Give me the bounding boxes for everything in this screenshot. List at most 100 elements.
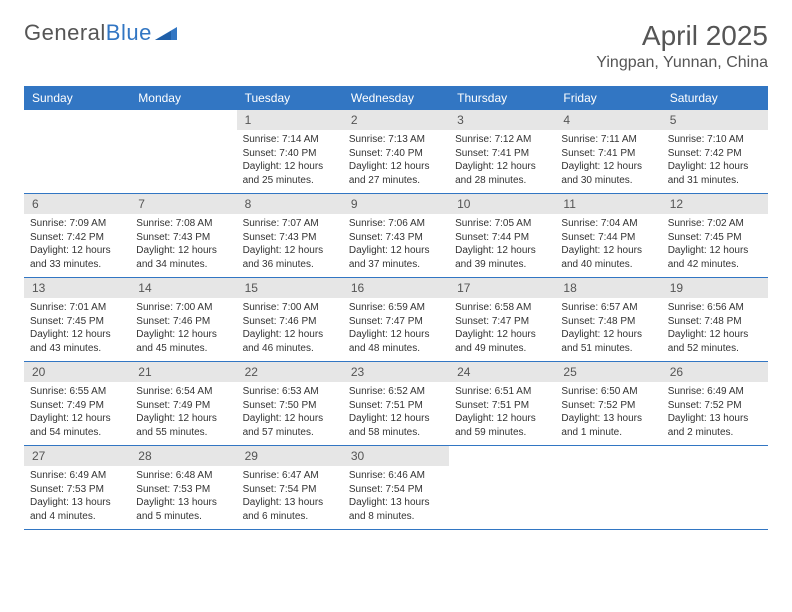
day-number: 6 (24, 194, 130, 214)
sunset-text: Sunset: 7:43 PM (136, 231, 230, 245)
sunset-text: Sunset: 7:49 PM (30, 399, 124, 413)
day-details: Sunrise: 6:47 AMSunset: 7:54 PMDaylight:… (237, 466, 343, 523)
weekday-header: Friday (555, 86, 661, 110)
calendar-day: 19Sunrise: 6:56 AMSunset: 7:48 PMDayligh… (662, 278, 768, 361)
daylight-text: Daylight: 12 hours and 55 minutes. (136, 412, 230, 439)
sunrise-text: Sunrise: 7:09 AM (30, 217, 124, 231)
calendar-day: 7Sunrise: 7:08 AMSunset: 7:43 PMDaylight… (130, 194, 236, 277)
sunset-text: Sunset: 7:44 PM (455, 231, 549, 245)
sunset-text: Sunset: 7:53 PM (136, 483, 230, 497)
page: GeneralBlue April 2025 Yingpan, Yunnan, … (0, 0, 792, 550)
calendar-day (24, 110, 130, 193)
day-details: Sunrise: 6:46 AMSunset: 7:54 PMDaylight:… (343, 466, 449, 523)
daylight-text: Daylight: 12 hours and 45 minutes. (136, 328, 230, 355)
sunrise-text: Sunrise: 6:46 AM (349, 469, 443, 483)
weekday-header: Thursday (449, 86, 555, 110)
day-details: Sunrise: 7:00 AMSunset: 7:46 PMDaylight:… (237, 298, 343, 355)
sunrise-text: Sunrise: 7:02 AM (668, 217, 762, 231)
brand-part2: Blue (106, 20, 152, 46)
sunset-text: Sunset: 7:44 PM (561, 231, 655, 245)
calendar-day: 16Sunrise: 6:59 AMSunset: 7:47 PMDayligh… (343, 278, 449, 361)
daylight-text: Daylight: 12 hours and 46 minutes. (243, 328, 337, 355)
day-number: 28 (130, 446, 236, 466)
sunset-text: Sunset: 7:40 PM (243, 147, 337, 161)
day-details: Sunrise: 6:54 AMSunset: 7:49 PMDaylight:… (130, 382, 236, 439)
sunset-text: Sunset: 7:46 PM (136, 315, 230, 329)
weekday-header: Wednesday (343, 86, 449, 110)
brand-part1: General (24, 20, 106, 46)
calendar-day: 5Sunrise: 7:10 AMSunset: 7:42 PMDaylight… (662, 110, 768, 193)
daylight-text: Daylight: 12 hours and 37 minutes. (349, 244, 443, 271)
day-number: 27 (24, 446, 130, 466)
logo-triangle-icon (155, 20, 177, 46)
daylight-text: Daylight: 13 hours and 8 minutes. (349, 496, 443, 523)
sunrise-text: Sunrise: 6:55 AM (30, 385, 124, 399)
calendar-week: 27Sunrise: 6:49 AMSunset: 7:53 PMDayligh… (24, 446, 768, 530)
calendar-day: 23Sunrise: 6:52 AMSunset: 7:51 PMDayligh… (343, 362, 449, 445)
calendar-day: 10Sunrise: 7:05 AMSunset: 7:44 PMDayligh… (449, 194, 555, 277)
daylight-text: Daylight: 13 hours and 2 minutes. (668, 412, 762, 439)
sunrise-text: Sunrise: 6:50 AM (561, 385, 655, 399)
calendar-day: 2Sunrise: 7:13 AMSunset: 7:40 PMDaylight… (343, 110, 449, 193)
calendar-day: 1Sunrise: 7:14 AMSunset: 7:40 PMDaylight… (237, 110, 343, 193)
sunrise-text: Sunrise: 6:58 AM (455, 301, 549, 315)
sunrise-text: Sunrise: 7:07 AM (243, 217, 337, 231)
day-number: 24 (449, 362, 555, 382)
day-number: 2 (343, 110, 449, 130)
day-number: 20 (24, 362, 130, 382)
sunrise-text: Sunrise: 7:10 AM (668, 133, 762, 147)
sunset-text: Sunset: 7:48 PM (561, 315, 655, 329)
sunrise-text: Sunrise: 6:53 AM (243, 385, 337, 399)
daylight-text: Daylight: 12 hours and 51 minutes. (561, 328, 655, 355)
sunset-text: Sunset: 7:48 PM (668, 315, 762, 329)
daylight-text: Daylight: 12 hours and 54 minutes. (30, 412, 124, 439)
day-number: 26 (662, 362, 768, 382)
sunset-text: Sunset: 7:54 PM (243, 483, 337, 497)
day-number: 5 (662, 110, 768, 130)
calendar-day: 15Sunrise: 7:00 AMSunset: 7:46 PMDayligh… (237, 278, 343, 361)
day-number: 17 (449, 278, 555, 298)
day-details: Sunrise: 7:12 AMSunset: 7:41 PMDaylight:… (449, 130, 555, 187)
daylight-text: Daylight: 12 hours and 31 minutes. (668, 160, 762, 187)
sunset-text: Sunset: 7:52 PM (561, 399, 655, 413)
sunrise-text: Sunrise: 7:11 AM (561, 133, 655, 147)
sunset-text: Sunset: 7:51 PM (455, 399, 549, 413)
day-details: Sunrise: 6:48 AMSunset: 7:53 PMDaylight:… (130, 466, 236, 523)
sunset-text: Sunset: 7:43 PM (243, 231, 337, 245)
day-details: Sunrise: 6:51 AMSunset: 7:51 PMDaylight:… (449, 382, 555, 439)
calendar-day: 27Sunrise: 6:49 AMSunset: 7:53 PMDayligh… (24, 446, 130, 529)
calendar-day: 6Sunrise: 7:09 AMSunset: 7:42 PMDaylight… (24, 194, 130, 277)
day-details: Sunrise: 7:06 AMSunset: 7:43 PMDaylight:… (343, 214, 449, 271)
day-details: Sunrise: 6:58 AMSunset: 7:47 PMDaylight:… (449, 298, 555, 355)
day-details: Sunrise: 6:59 AMSunset: 7:47 PMDaylight:… (343, 298, 449, 355)
daylight-text: Daylight: 13 hours and 5 minutes. (136, 496, 230, 523)
calendar-day: 22Sunrise: 6:53 AMSunset: 7:50 PMDayligh… (237, 362, 343, 445)
sunrise-text: Sunrise: 6:47 AM (243, 469, 337, 483)
daylight-text: Daylight: 12 hours and 43 minutes. (30, 328, 124, 355)
calendar-day: 8Sunrise: 7:07 AMSunset: 7:43 PMDaylight… (237, 194, 343, 277)
header: GeneralBlue April 2025 Yingpan, Yunnan, … (24, 20, 768, 72)
sunrise-text: Sunrise: 7:13 AM (349, 133, 443, 147)
day-number: 9 (343, 194, 449, 214)
sunrise-text: Sunrise: 6:54 AM (136, 385, 230, 399)
day-details: Sunrise: 7:02 AMSunset: 7:45 PMDaylight:… (662, 214, 768, 271)
calendar-day (662, 446, 768, 529)
sunset-text: Sunset: 7:54 PM (349, 483, 443, 497)
calendar-day: 24Sunrise: 6:51 AMSunset: 7:51 PMDayligh… (449, 362, 555, 445)
day-details: Sunrise: 6:49 AMSunset: 7:52 PMDaylight:… (662, 382, 768, 439)
sunrise-text: Sunrise: 7:04 AM (561, 217, 655, 231)
sunrise-text: Sunrise: 6:56 AM (668, 301, 762, 315)
daylight-text: Daylight: 12 hours and 59 minutes. (455, 412, 549, 439)
day-number: 4 (555, 110, 661, 130)
calendar-day: 9Sunrise: 7:06 AMSunset: 7:43 PMDaylight… (343, 194, 449, 277)
title-block: April 2025 Yingpan, Yunnan, China (596, 20, 768, 72)
calendar-week: 6Sunrise: 7:09 AMSunset: 7:42 PMDaylight… (24, 194, 768, 278)
month-title: April 2025 (596, 20, 768, 52)
day-details: Sunrise: 6:53 AMSunset: 7:50 PMDaylight:… (237, 382, 343, 439)
daylight-text: Daylight: 12 hours and 28 minutes. (455, 160, 549, 187)
sunrise-text: Sunrise: 7:08 AM (136, 217, 230, 231)
weekday-header: Monday (130, 86, 236, 110)
weekday-header-row: SundayMondayTuesdayWednesdayThursdayFrid… (24, 86, 768, 110)
daylight-text: Daylight: 12 hours and 40 minutes. (561, 244, 655, 271)
sunset-text: Sunset: 7:43 PM (349, 231, 443, 245)
